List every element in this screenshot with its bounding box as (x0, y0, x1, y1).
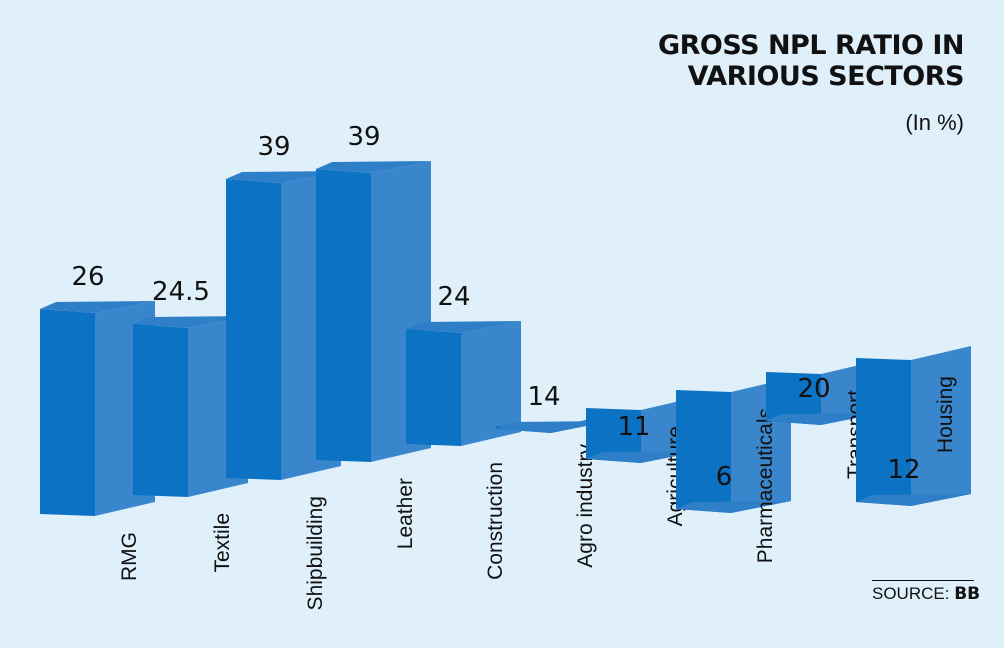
source-name: BB (954, 584, 981, 604)
bar-top-textile (133, 316, 248, 328)
bar-side-construction (461, 321, 521, 446)
bar-top-shipbuilding (226, 171, 341, 183)
source-label: SOURCE: (872, 584, 950, 603)
bar-top-leather (316, 161, 431, 173)
value-label-transport: 20 (797, 374, 830, 404)
value-label-agro-industry: 14 (527, 382, 560, 412)
value-label-pharmaceuticals: 6 (716, 462, 733, 492)
category-label-construction: Construction (484, 462, 507, 580)
value-label-agriculture: 11 (617, 412, 650, 442)
value-label-shipbuilding: 39 (257, 132, 290, 162)
bar-front-construction (406, 329, 461, 446)
bar-front-pharmaceuticals (676, 390, 731, 513)
bar-side-housing (911, 346, 971, 506)
chart-title: GROSS NPL RATIO IN VARIOUS SECTORS (657, 30, 965, 92)
bar-top-agro-industry (496, 421, 611, 433)
bar-front-leather (316, 169, 371, 462)
bar-top-housing (856, 494, 971, 506)
bar-top-pharmaceuticals (676, 501, 791, 513)
bar-front-agriculture (586, 408, 641, 463)
bar-top-transport (766, 413, 881, 425)
value-label-construction: 24 (437, 282, 470, 312)
value-label-rmg: 26 (71, 262, 104, 292)
bar-front-rmg (40, 309, 95, 516)
bar-top-construction (406, 321, 521, 333)
bar-front-textile (133, 324, 188, 497)
category-label-rmg: RMG (118, 532, 141, 581)
chart-title-line-1: GROSS NPL RATIO IN (657, 30, 965, 61)
bar-front-housing (856, 358, 911, 506)
chart-title-line-2: VARIOUS SECTORS (687, 61, 965, 92)
value-label-textile: 24.5 (152, 277, 210, 307)
bar-top-rmg (40, 301, 155, 313)
category-label-shipbuilding: Shipbuilding (304, 496, 327, 610)
bar-front-shipbuilding (226, 179, 281, 480)
category-label-agro-industry: Agro industry (574, 444, 597, 568)
category-label-textile: Textile (211, 513, 234, 573)
value-label-housing: 12 (887, 455, 920, 485)
value-label-leather: 39 (347, 122, 380, 152)
category-label-housing: Housing (934, 376, 957, 453)
category-label-pharmaceuticals: Pharmaceuticals (754, 408, 777, 563)
bar-top-agriculture (586, 451, 701, 463)
source-note: SOURCE: BB (872, 580, 980, 604)
category-label-leather: Leather (394, 478, 417, 549)
bar-front-transport (766, 372, 821, 425)
chart-subtitle: (In %) (905, 110, 964, 135)
